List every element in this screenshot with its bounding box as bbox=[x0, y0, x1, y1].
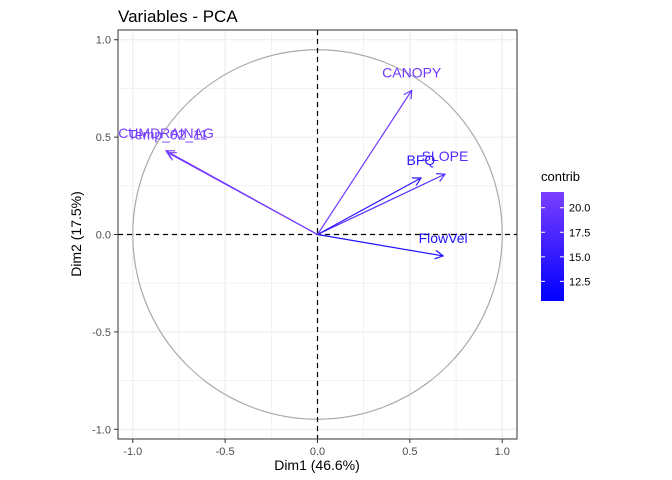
y-tick-label: 0.5 bbox=[96, 132, 111, 144]
vector-flowvel bbox=[317, 233, 445, 260]
x-tick-label: 1.0 bbox=[495, 446, 510, 458]
legend: contrib 12.5 15.0 17.5 20.0 bbox=[541, 169, 590, 301]
vector-bfq bbox=[317, 177, 423, 236]
vector-line bbox=[317, 173, 446, 236]
legend-tick-label: 20.0 bbox=[569, 203, 590, 215]
chart-title: Variables - PCA bbox=[118, 7, 238, 26]
legend-tick-label: 15.0 bbox=[569, 252, 590, 264]
vector-line bbox=[167, 152, 318, 236]
vector-arrowhead bbox=[166, 152, 177, 161]
vector-line bbox=[316, 90, 413, 235]
vector-arrowhead bbox=[435, 173, 447, 182]
vector-arrowhead bbox=[434, 249, 445, 260]
legend-tick-label: 17.5 bbox=[569, 227, 590, 239]
legend-title: contrib bbox=[541, 169, 580, 184]
y-axis-ticks: -1.0 -0.5 0.0 0.5 1.0 bbox=[92, 35, 118, 436]
vector-slope bbox=[317, 173, 447, 236]
legend-tick-label: 12.5 bbox=[569, 276, 590, 288]
x-axis-label: Dim1 (46.6%) bbox=[274, 457, 360, 473]
variable-label: SLOPE bbox=[422, 148, 469, 164]
variable-vectors bbox=[164, 89, 447, 260]
vector-line bbox=[317, 177, 422, 236]
x-axis-ticks: -1.0 -0.5 0.0 0.5 1.0 bbox=[123, 439, 510, 458]
vector-arrowhead bbox=[403, 89, 413, 100]
x-tick-label: -0.5 bbox=[216, 446, 235, 458]
vector-line bbox=[317, 233, 444, 257]
vector-arrowhead bbox=[411, 177, 423, 186]
x-tick-label: 0.5 bbox=[402, 446, 417, 458]
variable-label: Temp_02_11 bbox=[128, 127, 208, 143]
legend-ticks: 12.5 15.0 17.5 20.0 bbox=[541, 203, 590, 288]
legend-colorbar bbox=[541, 192, 564, 301]
variable-label: FlowVel bbox=[419, 230, 468, 246]
y-tick-label: -1.0 bbox=[92, 424, 111, 436]
variable-label: CUMDRAINAG bbox=[118, 125, 214, 141]
y-tick-label: -0.5 bbox=[92, 327, 111, 339]
variable-label: BFQ bbox=[407, 152, 436, 168]
y-axis-label: Dim2 (17.5%) bbox=[68, 191, 84, 277]
vector-temp-02-11 bbox=[166, 152, 318, 236]
y-tick-label: 1.0 bbox=[96, 35, 111, 47]
variable-label: CANOPY bbox=[382, 64, 442, 80]
x-tick-label: -1.0 bbox=[123, 446, 142, 458]
vector-canopy bbox=[316, 89, 413, 235]
x-tick-label: 0.0 bbox=[310, 446, 325, 458]
y-tick-label: 0.0 bbox=[96, 230, 111, 242]
